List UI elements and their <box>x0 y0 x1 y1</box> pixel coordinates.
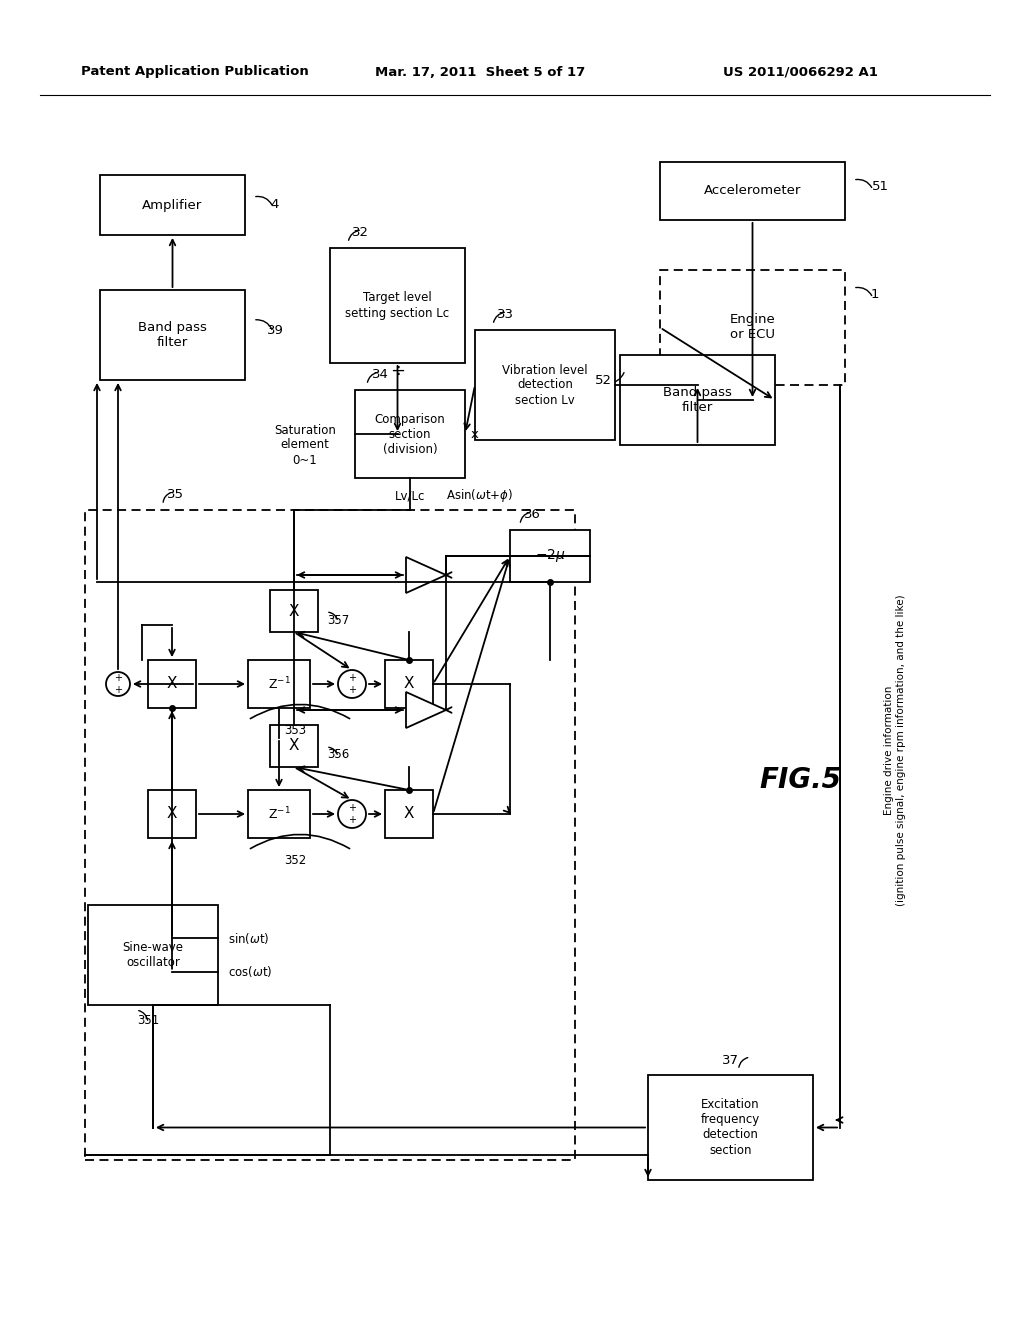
Bar <box>100 290 245 380</box>
Bar <box>648 1074 813 1180</box>
Bar <box>330 248 465 363</box>
Text: Z$^{-1}$: Z$^{-1}$ <box>267 805 291 822</box>
Text: 39: 39 <box>266 323 284 337</box>
Text: 352: 352 <box>284 854 306 866</box>
Text: 351: 351 <box>137 1014 159 1027</box>
Text: X: X <box>403 676 415 692</box>
Circle shape <box>106 672 130 696</box>
Text: Z$^{-1}$: Z$^{-1}$ <box>267 676 291 692</box>
Text: Mar. 17, 2011  Sheet 5 of 17: Mar. 17, 2011 Sheet 5 of 17 <box>375 66 585 78</box>
Text: +
+: + + <box>348 803 356 825</box>
Bar <box>660 271 845 385</box>
Text: Lv/Lc: Lv/Lc <box>395 490 425 503</box>
Text: X: X <box>289 603 299 619</box>
Bar <box>248 660 310 708</box>
Text: Saturation
element
0~1: Saturation element 0~1 <box>274 424 336 466</box>
Text: x: x <box>471 428 479 441</box>
Text: FIG.5: FIG.5 <box>759 766 841 795</box>
Text: cos($\omega$t): cos($\omega$t) <box>228 964 272 979</box>
Bar <box>88 906 218 1005</box>
Bar <box>620 355 775 445</box>
Text: 32: 32 <box>351 227 369 239</box>
Text: 33: 33 <box>497 309 513 322</box>
Text: Comparison
section
(division): Comparison section (division) <box>375 412 445 455</box>
Text: +
+: + + <box>114 673 122 694</box>
Bar <box>385 789 433 838</box>
Bar <box>270 590 318 632</box>
Text: 35: 35 <box>167 488 183 502</box>
Polygon shape <box>406 692 446 729</box>
Bar <box>510 531 590 582</box>
Bar <box>660 162 845 220</box>
Text: Vibration level
detection
section Lv: Vibration level detection section Lv <box>502 363 588 407</box>
Bar <box>148 660 196 708</box>
Text: X: X <box>403 807 415 821</box>
Text: Asin($\omega$t+$\phi$): Asin($\omega$t+$\phi$) <box>446 487 514 504</box>
Circle shape <box>338 800 366 828</box>
Text: Engine drive information
(ignition pulse signal, engine rpm information, and the: Engine drive information (ignition pulse… <box>884 594 906 906</box>
Bar <box>475 330 615 440</box>
Text: X: X <box>289 738 299 754</box>
Text: $-2\mu$: $-2\mu$ <box>535 548 565 565</box>
Bar <box>85 510 575 1160</box>
Bar <box>248 789 310 838</box>
Text: 353: 353 <box>284 723 306 737</box>
Bar <box>100 176 245 235</box>
Text: 4: 4 <box>270 198 280 211</box>
Text: US 2011/0066292 A1: US 2011/0066292 A1 <box>723 66 878 78</box>
Text: 51: 51 <box>871 181 889 194</box>
Bar <box>148 789 196 838</box>
Text: 356: 356 <box>327 748 349 762</box>
Text: 52: 52 <box>595 374 612 387</box>
Text: +
+: + + <box>348 673 356 694</box>
Text: Band pass
filter: Band pass filter <box>138 321 207 348</box>
Bar <box>385 660 433 708</box>
Text: Accelerometer: Accelerometer <box>703 185 801 198</box>
Circle shape <box>338 671 366 698</box>
Text: Patent Application Publication: Patent Application Publication <box>81 66 309 78</box>
Text: 357: 357 <box>327 614 349 627</box>
Text: sin($\omega$t): sin($\omega$t) <box>228 931 269 946</box>
Text: Band pass
filter: Band pass filter <box>664 385 732 414</box>
Text: Sine-wave
oscillator: Sine-wave oscillator <box>123 941 183 969</box>
Text: X: X <box>167 676 177 692</box>
Text: 34: 34 <box>372 368 388 381</box>
Bar <box>355 389 465 478</box>
Text: Amplifier: Amplifier <box>142 198 203 211</box>
Text: Excitation
frequency
detection
section: Excitation frequency detection section <box>700 1098 760 1156</box>
Text: ÷: ÷ <box>390 362 406 380</box>
Polygon shape <box>406 557 446 593</box>
Text: Engine
or ECU: Engine or ECU <box>730 314 775 342</box>
Text: Target level
setting section Lc: Target level setting section Lc <box>345 292 450 319</box>
Text: 37: 37 <box>722 1053 739 1067</box>
Text: 36: 36 <box>523 508 541 521</box>
Bar <box>270 725 318 767</box>
Text: X: X <box>167 807 177 821</box>
Text: 1: 1 <box>870 289 880 301</box>
